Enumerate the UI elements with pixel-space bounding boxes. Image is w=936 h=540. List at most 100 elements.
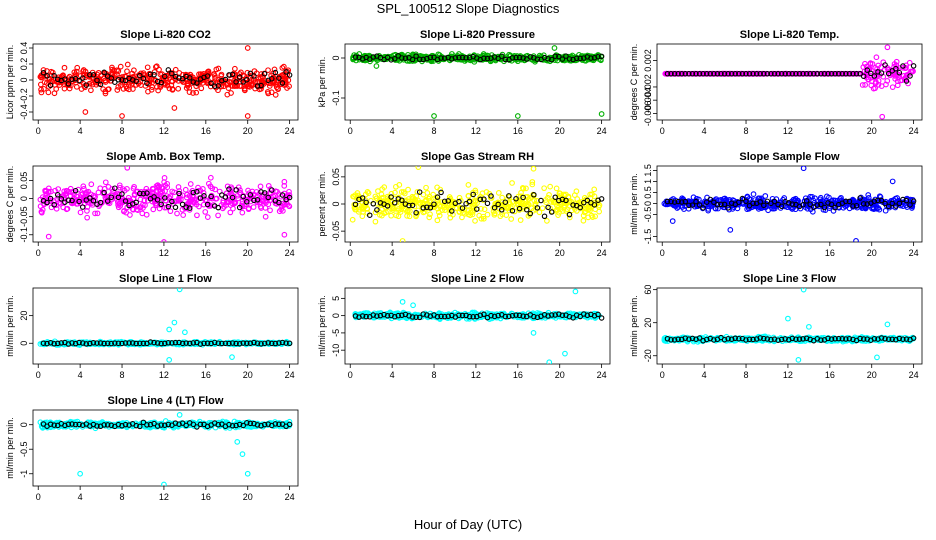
mean-point	[882, 200, 888, 207]
outlier-point	[530, 330, 537, 336]
mean-point	[108, 340, 115, 347]
data-point	[130, 185, 137, 192]
mean-point	[556, 53, 562, 60]
mean-point	[201, 340, 207, 347]
data-point	[870, 204, 877, 211]
mean-point	[573, 55, 580, 62]
data-point	[157, 83, 163, 89]
data-point	[202, 209, 209, 215]
mean-point	[76, 77, 82, 84]
mean-point	[286, 340, 293, 347]
data-point	[257, 183, 264, 190]
x-tick-label: 24	[909, 248, 919, 258]
chart-panel-5: Slope Gas Stream RH0 4 8 12 16 20 24-0.0500.05…	[317, 151, 611, 258]
mean-point	[434, 313, 441, 320]
x-tick-label: 20	[867, 248, 877, 258]
mean-point	[675, 70, 681, 77]
data-point	[517, 217, 524, 223]
mean-point	[119, 77, 125, 83]
mean-point	[559, 196, 566, 203]
data-point	[581, 209, 588, 216]
mean-point	[165, 203, 172, 210]
mean-point	[162, 73, 168, 80]
mean-point	[208, 193, 214, 200]
mean-point	[183, 340, 189, 346]
data-point	[734, 70, 740, 77]
data-point	[77, 209, 84, 216]
data-point	[200, 185, 206, 192]
mean-point	[903, 78, 910, 84]
mean-point	[853, 70, 860, 77]
mean-point	[254, 197, 261, 203]
outlier-point	[415, 166, 422, 170]
data-point	[117, 184, 123, 191]
data-point	[544, 218, 550, 224]
mean-point	[696, 70, 703, 77]
mean-point	[588, 55, 594, 61]
mean-point	[488, 193, 494, 199]
data-point	[48, 188, 54, 195]
mean-point	[83, 341, 90, 347]
data-point	[392, 189, 398, 196]
data-point	[278, 206, 284, 213]
mean-point	[140, 75, 147, 82]
mean-point	[244, 340, 250, 347]
mean-point	[563, 53, 569, 59]
mean-point	[864, 67, 870, 73]
mean-point	[885, 70, 892, 77]
data-point	[73, 83, 80, 90]
data-point	[495, 190, 502, 196]
data-point	[735, 201, 742, 208]
data-point	[362, 191, 369, 198]
mean-point	[374, 313, 380, 319]
y-tick-label: 0.05	[19, 172, 29, 190]
data-point	[157, 71, 164, 78]
data-point	[410, 194, 417, 201]
data-point	[469, 209, 476, 215]
mean-point	[269, 187, 275, 193]
data-point	[580, 212, 587, 219]
mean-point	[771, 70, 778, 77]
mean-point	[470, 314, 476, 320]
x-tick-label: 20	[243, 370, 253, 380]
data-point	[906, 59, 913, 66]
mean-point	[882, 62, 888, 68]
mean-point	[509, 55, 516, 61]
data-point	[279, 65, 286, 71]
data-point	[286, 203, 293, 210]
x-tick-label: 0	[36, 370, 41, 380]
mean-point	[591, 202, 598, 208]
mean-point	[523, 206, 530, 213]
data-point	[534, 198, 540, 204]
data-point	[41, 79, 48, 86]
y-tick-label: -0.006	[643, 101, 653, 127]
data-point	[698, 201, 705, 208]
data-point	[102, 77, 109, 84]
data-point	[94, 210, 101, 217]
data-point	[561, 204, 567, 211]
data-point	[388, 190, 395, 197]
plot-frame	[344, 43, 611, 121]
data-point	[364, 205, 370, 212]
outlier-point	[82, 109, 89, 115]
mean-point	[413, 53, 419, 59]
data-point	[483, 189, 490, 195]
mean-point	[76, 339, 82, 346]
mean-point	[843, 198, 849, 205]
data-point	[188, 189, 194, 196]
x-tick-label: 24	[909, 370, 919, 380]
mean-point	[158, 201, 164, 207]
data-point	[39, 209, 45, 216]
mean-point	[857, 70, 863, 77]
data-point	[430, 191, 436, 198]
outlier-point	[800, 166, 807, 172]
outlier-point	[166, 357, 173, 363]
mean-point	[158, 79, 164, 86]
outlier-point	[795, 357, 802, 363]
data-point	[560, 208, 566, 214]
mean-point	[65, 341, 72, 347]
y-tick-label: 0.5	[643, 186, 653, 199]
data-point	[865, 192, 872, 198]
data-point	[434, 184, 440, 191]
